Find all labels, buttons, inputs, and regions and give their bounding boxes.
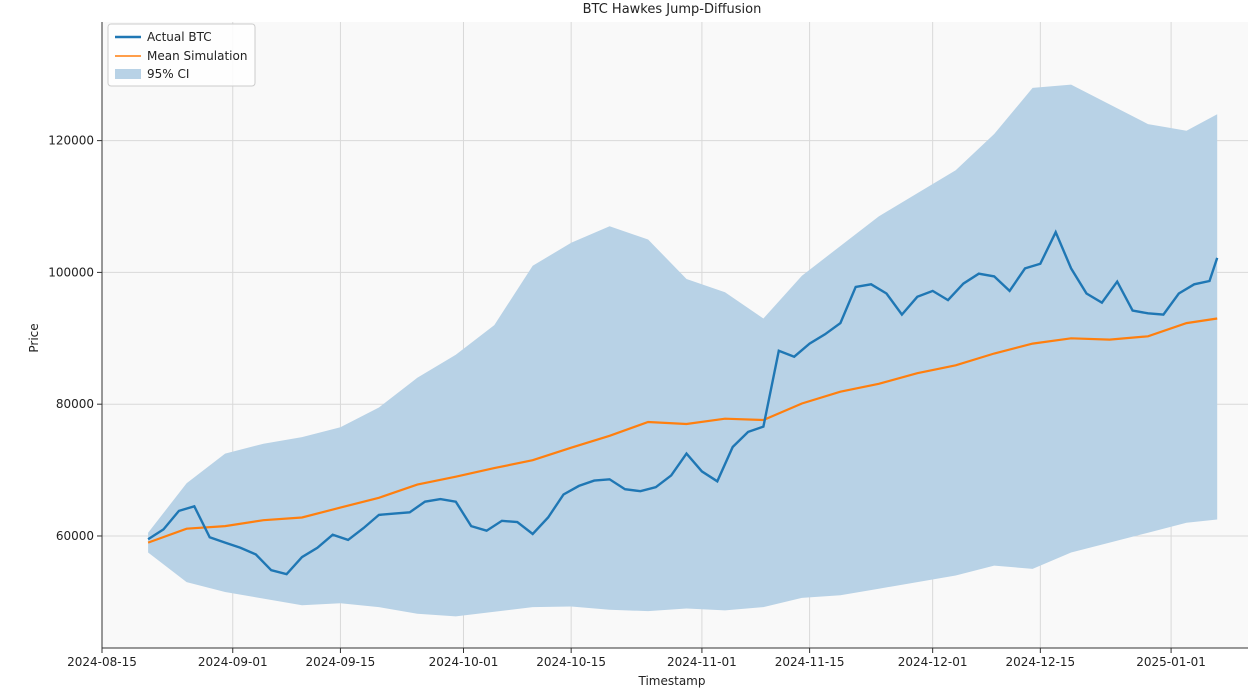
- x-tick-label: 2024-10-15: [536, 655, 606, 669]
- x-tick-label: 2024-10-01: [429, 655, 499, 669]
- x-tick-label: 2024-12-01: [898, 655, 968, 669]
- x-axis: 2024-08-15 2024-09-01 2024-09-15 2024-10-01…: [67, 647, 1248, 669]
- legend-box: [107, 23, 256, 87]
- y-tick-label: 80000: [56, 397, 94, 411]
- y-tick-label: 100000: [48, 265, 94, 279]
- y-axis: 60000 80000 100000 120000: [48, 22, 103, 648]
- legend-ci-swatch: [115, 69, 141, 79]
- mean-simulation-line: [147, 317, 1218, 544]
- y-tick-label: 60000: [56, 529, 94, 543]
- legend: Actual BTC Mean Simulation 95% CI: [107, 23, 256, 87]
- x-tick-label: 2024-09-15: [306, 655, 376, 669]
- x-axis-label: Timestamp: [638, 674, 706, 688]
- legend-mean-label: Mean Simulation: [147, 49, 247, 63]
- x-tick-label: 2024-09-01: [198, 655, 268, 669]
- legend-ci-label: 95% CI: [147, 67, 189, 81]
- legend-actual-label: Actual BTC: [147, 30, 212, 44]
- actual-btc-line: [147, 229, 1219, 576]
- chart-title: BTC Hawkes Jump-Diffusion: [583, 2, 762, 17]
- x-tick-label: 2024-11-15: [775, 655, 845, 669]
- x-tick-label: 2024-08-15: [67, 655, 137, 669]
- x-tick-label: 2025-01-01: [1136, 655, 1206, 669]
- x-tick-label: 2024-11-01: [667, 655, 737, 669]
- y-axis-label: Price: [27, 323, 41, 352]
- x-tick-label: 2024-12-15: [1005, 655, 1075, 669]
- y-tick-label: 120000: [48, 134, 94, 148]
- ci-band: [148, 84, 1218, 617]
